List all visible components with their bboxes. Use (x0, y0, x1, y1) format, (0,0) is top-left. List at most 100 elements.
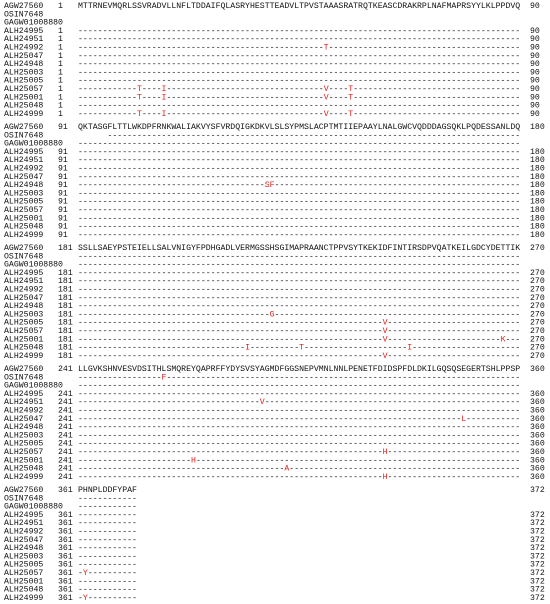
sequence-name: OSIN7648 (4, 252, 43, 261)
mutation: V (383, 327, 388, 336)
gap: ----------------------------------------… (78, 294, 520, 303)
end-position: 90 (530, 60, 540, 69)
mutation: V (324, 110, 329, 119)
sequence: ----------------------------------------… (78, 327, 520, 336)
gap: ----------------------------------------… (78, 198, 520, 207)
sequence: ----------------------------------------… (78, 382, 520, 391)
sequence: ------------ (78, 519, 137, 528)
sequence: -----------------F----------------------… (78, 373, 520, 382)
gap: ----------------------------------------… (78, 27, 520, 36)
end-position: 270 (530, 327, 545, 336)
end-position: 180 (530, 189, 545, 198)
mutation: I (407, 344, 412, 353)
gap: ----------------------------------------… (78, 173, 520, 182)
gap: ----------------------------------------… (78, 44, 324, 53)
sequence: ------------ (78, 503, 137, 512)
end-position: 372 (530, 561, 545, 570)
sequence: ------------T----I----------------------… (78, 110, 520, 119)
end-position: 360 (530, 431, 545, 440)
gap: - (78, 569, 83, 578)
sequence-name: ALH25001 (4, 214, 43, 223)
gap: ----------------------------------------… (78, 165, 520, 174)
mutation: L (461, 415, 466, 424)
sequence-name: ALH25001 (4, 577, 43, 586)
start-position: 241 (58, 473, 73, 482)
sequence-name: ALH24999 (4, 594, 43, 603)
gap: ----------------------------------------… (78, 319, 383, 328)
start-position: 241 (58, 448, 73, 457)
sequence: QKTASGFLTTLWKDPFRNKWALIAKVYSFVRDQIGKDKVL… (78, 123, 520, 132)
sequence: ----------------------------------------… (78, 286, 520, 295)
gap: ---------------------------------- (78, 344, 245, 353)
gap: ----------- (466, 415, 520, 424)
sequence: ----------------------------------------… (78, 214, 520, 223)
gap: ----------------------------------------… (78, 335, 383, 344)
sequence-name: ALH24992 (4, 407, 43, 416)
end-position: 360 (530, 365, 545, 374)
end-position: 372 (530, 519, 545, 528)
end-position: 90 (530, 44, 540, 53)
sequence: ----------------------------------------… (78, 27, 520, 36)
gap: ------------ (78, 519, 137, 528)
end-position: 90 (530, 77, 540, 86)
end-position: 372 (530, 552, 545, 561)
gap: ---- (142, 110, 162, 119)
mutation: I (162, 85, 167, 94)
start-position: 181 (58, 319, 73, 328)
sequence-name: ALH24995 (4, 27, 43, 36)
sequence-name: OSIN7648 (4, 10, 43, 19)
start-position: 1 (58, 35, 63, 44)
gap: ----------------------- (388, 335, 501, 344)
gap: ------------ (78, 494, 137, 503)
gap: ----------------------------------------… (78, 269, 520, 278)
mutation: T (324, 44, 329, 53)
gap: ---------------------------------- (353, 110, 520, 119)
sequence-name: ALH25003 (4, 552, 43, 561)
start-position: 1 (58, 93, 63, 102)
start-position: 91 (58, 206, 68, 215)
sequence-name: ALH25005 (4, 561, 43, 570)
gap: ------------ (78, 110, 137, 119)
end-position: 90 (530, 2, 540, 11)
start-position: 1 (58, 85, 63, 94)
sequence-name: ALH25057 (4, 206, 43, 215)
gap: --------------------------------------- (329, 44, 521, 53)
sequence: ----------------------------------------… (78, 68, 520, 77)
end-position: 90 (530, 52, 540, 61)
sequence-name: ALH25047 (4, 173, 43, 182)
gap: ----------------------------------------… (166, 373, 520, 382)
end-position: 270 (530, 277, 545, 286)
gap: ----------------------------------------… (78, 156, 520, 165)
end-position: 180 (530, 148, 545, 157)
sequence: -------------------------------------V--… (78, 398, 520, 407)
sequence: ---------------------------------------G… (78, 310, 520, 319)
gap: ------------ (78, 552, 137, 561)
sequence: ------------ (78, 561, 137, 570)
sequence-name: GAGW01008880 (4, 503, 63, 512)
end-position: 180 (530, 123, 545, 132)
sequence-name: ALH24999 (4, 231, 43, 240)
start-position: 361 (58, 569, 73, 578)
end-position: 90 (530, 35, 540, 44)
end-position: 180 (530, 206, 545, 215)
gap: ----------------------------------------… (78, 206, 520, 215)
sequence-name: ALH24992 (4, 528, 43, 537)
end-position: 372 (530, 594, 545, 603)
sequence: ----------------------------------------… (78, 302, 520, 311)
gap: ---- (142, 93, 162, 102)
sequence: --------------------------------------SF… (78, 181, 520, 190)
sequence-name: ALH25057 (4, 85, 43, 94)
end-position: 372 (530, 486, 545, 495)
end-position: 372 (530, 536, 545, 545)
sequence: ----------------------------------------… (78, 223, 520, 232)
sequence-name: ALH25005 (4, 77, 43, 86)
start-position: 181 (58, 286, 73, 295)
sequence-name: ALH25048 (4, 465, 43, 474)
start-position: 91 (58, 181, 68, 190)
end-position: 360 (530, 423, 545, 432)
gap: ----------------------------------------… (78, 286, 520, 295)
end-position: 270 (530, 302, 545, 311)
sequence: LLGVKSHNVESVDSITHLSMQREYQAPRFFYDYSVSYAGM… (78, 365, 520, 374)
sequence-name: ALH25047 (4, 294, 43, 303)
